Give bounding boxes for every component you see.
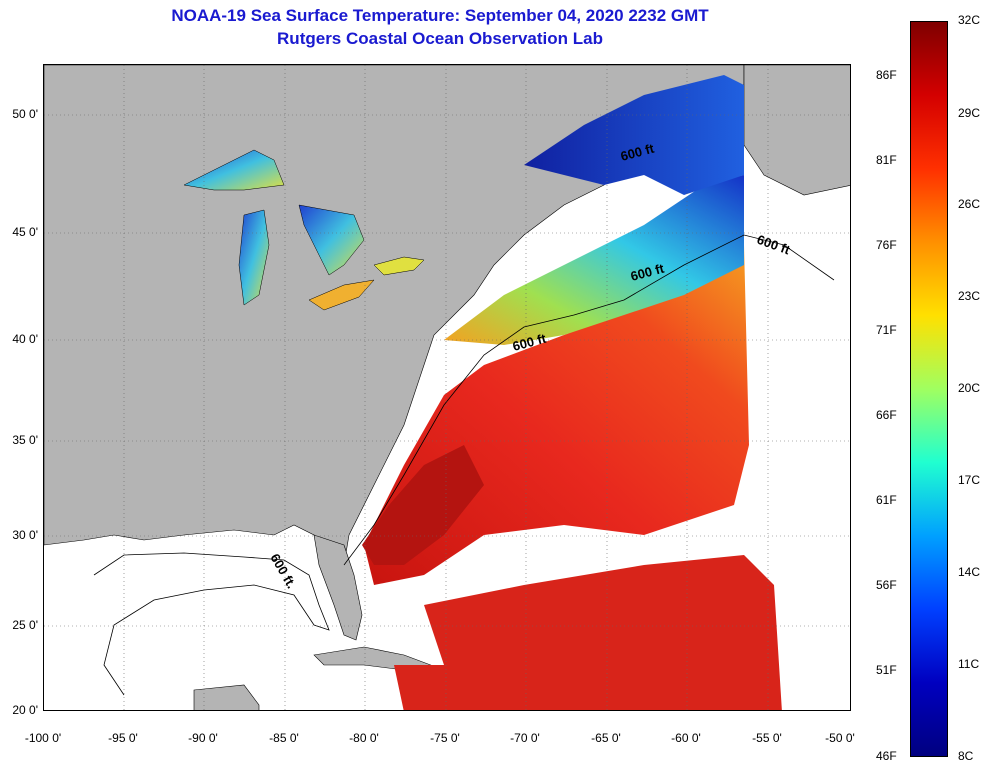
lake-ontario bbox=[373, 256, 425, 276]
sst-map[interactable]: 600 ft 600 ft 600 ft 600 ft 600 ft. bbox=[43, 64, 851, 711]
sst-map-canvas: 600 ft 600 ft 600 ft 600 ft 600 ft. bbox=[44, 65, 850, 710]
map-title: NOAA-19 Sea Surface Temperature: Septemb… bbox=[171, 6, 709, 25]
y-tick-label: 35 0' bbox=[12, 433, 38, 447]
sst-gulf-stream bbox=[362, 445, 484, 565]
land-yucatan bbox=[193, 684, 260, 710]
y-tick-label: 30 0' bbox=[12, 528, 38, 542]
colorbar-fahrenheit-label: 51F bbox=[876, 663, 897, 677]
sst-north-cool bbox=[444, 175, 744, 345]
gulf-600ft-contour bbox=[93, 552, 330, 696]
lake-erie bbox=[308, 279, 375, 311]
x-tick-label: -90 0' bbox=[188, 731, 218, 745]
x-tick-label: -75 0' bbox=[430, 731, 460, 745]
x-tick-label: -65 0' bbox=[591, 731, 621, 745]
colorbar-fahrenheit-label: 81F bbox=[876, 153, 897, 167]
x-tick-label: -85 0' bbox=[269, 731, 299, 745]
y-tick-label: 20 0' bbox=[12, 703, 38, 717]
y-tick-label: 50 0' bbox=[12, 107, 38, 121]
sst-st-lawrence bbox=[524, 75, 744, 195]
colorbar-celsius-label: 17C bbox=[958, 473, 981, 487]
land-florida bbox=[313, 534, 363, 641]
colorbar-celsius-label: 20C bbox=[958, 381, 981, 395]
colorbar-celsius-label: 26C bbox=[958, 197, 981, 211]
colorbar-fahrenheit-label: 66F bbox=[876, 408, 897, 422]
x-tick-label: -60 0' bbox=[671, 731, 701, 745]
x-tick-label: -70 0' bbox=[510, 731, 540, 745]
y-tick-label: 40 0' bbox=[12, 332, 38, 346]
colorbar-fahrenheit-label: 71F bbox=[876, 323, 897, 337]
colorbar-fahrenheit-label: 46F bbox=[876, 749, 897, 763]
x-tick-label: -100 0' bbox=[24, 731, 62, 745]
colorbar-celsius-label: 11C bbox=[958, 657, 980, 671]
colorbar-celsius-label: 32C bbox=[958, 13, 981, 27]
colorbar-fahrenheit-label: 56F bbox=[876, 578, 897, 592]
y-tick-label: 45 0' bbox=[12, 225, 38, 239]
colorbar-fahrenheit-label: 61F bbox=[876, 493, 897, 507]
x-tick-label: -50 0' bbox=[825, 731, 855, 745]
shelf-600ft-contour bbox=[343, 234, 835, 566]
lake-michigan bbox=[238, 209, 270, 306]
colorbar-fahrenheit-label: 76F bbox=[876, 238, 897, 252]
lake-huron bbox=[298, 204, 365, 276]
colorbar-celsius-label: 14C bbox=[958, 565, 981, 579]
y-tick-label: 25 0' bbox=[12, 618, 38, 632]
lake-superior bbox=[183, 149, 285, 191]
sst-south-warm bbox=[394, 555, 782, 710]
x-tick-label: -95 0' bbox=[108, 731, 138, 745]
map-subtitle: Rutgers Coastal Ocean Observation Lab bbox=[277, 29, 603, 48]
temperature-colorbar bbox=[910, 21, 948, 757]
colorbar-celsius-label: 23C bbox=[958, 289, 981, 303]
colorbar-celsius-label: 8C bbox=[958, 749, 974, 763]
lat-lon-grid bbox=[44, 65, 850, 710]
colorbar-celsius-label: 29C bbox=[958, 106, 981, 120]
x-tick-label: -80 0' bbox=[349, 731, 379, 745]
colorbar-fahrenheit-label: 86F bbox=[876, 68, 897, 82]
x-tick-label: -55 0' bbox=[752, 731, 782, 745]
